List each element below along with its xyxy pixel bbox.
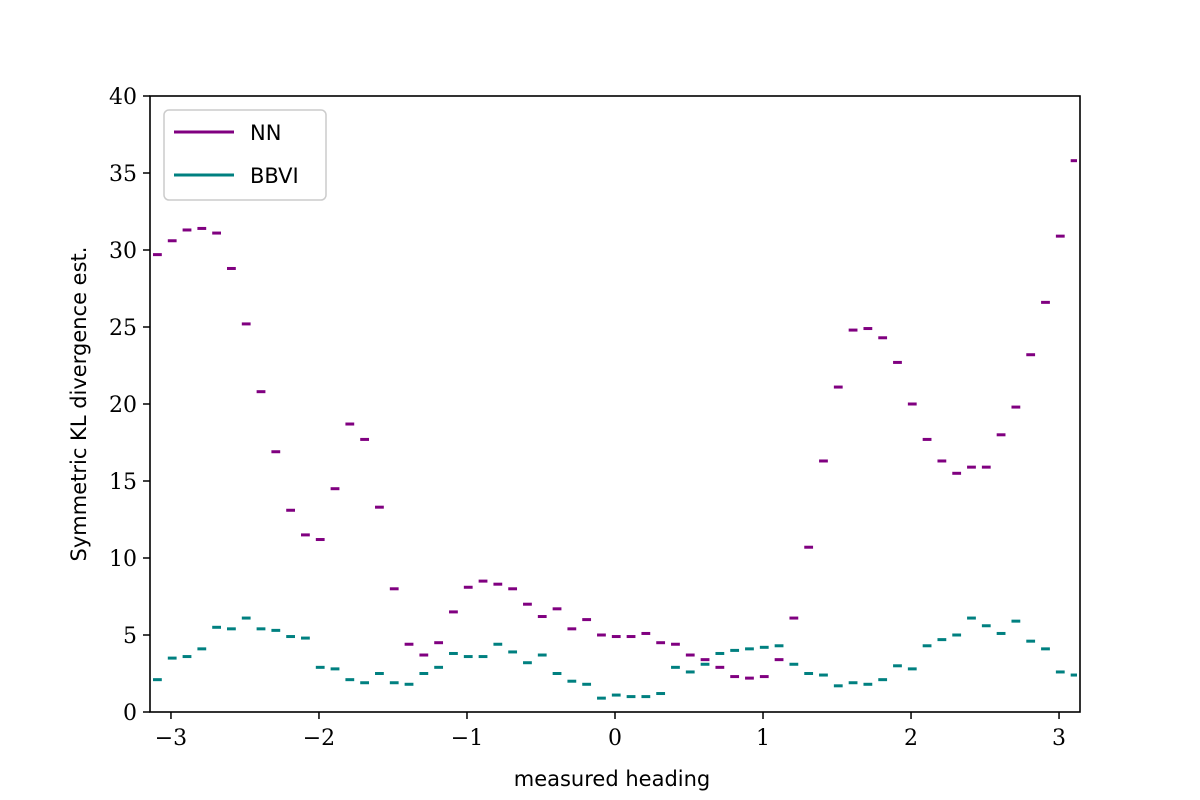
y-tick-label: 5 (123, 624, 137, 649)
x-tick-label: 3 (1052, 726, 1066, 751)
y-tick-label: 15 (109, 470, 137, 495)
series-nn (153, 159, 1077, 680)
y-tick-label: 30 (109, 239, 137, 264)
y-tick-label: 10 (109, 547, 137, 572)
x-tick-label: 2 (904, 726, 918, 751)
x-tick-label: −1 (451, 726, 483, 751)
x-tick-label: −2 (303, 726, 335, 751)
y-tick-label: 40 (109, 85, 137, 110)
x-tick-label: 0 (608, 726, 622, 751)
legend: NN BBVI (163, 109, 327, 201)
x-axis-ticks: −3 −2 −1 0 1 2 3 (155, 712, 1066, 751)
legend-label-nn: NN (250, 121, 281, 145)
legend-box (163, 109, 327, 201)
legend-label-bbvi: BBVI (250, 164, 299, 188)
y-axis-ticks: 0 5 10 15 20 25 30 35 40 (109, 85, 150, 726)
series-layer (153, 159, 1077, 700)
x-tick-label: 1 (756, 726, 770, 751)
series-bbvi (153, 616, 1077, 700)
y-tick-label: 20 (109, 393, 137, 418)
x-axis-label: measured heading (514, 767, 711, 791)
y-tick-label: 25 (109, 316, 137, 341)
y-axis-label: Symmetric KL divergence est. (67, 247, 91, 562)
x-tick-label: −3 (155, 726, 187, 751)
y-tick-label: 0 (123, 701, 137, 726)
y-tick-label: 35 (109, 162, 137, 187)
